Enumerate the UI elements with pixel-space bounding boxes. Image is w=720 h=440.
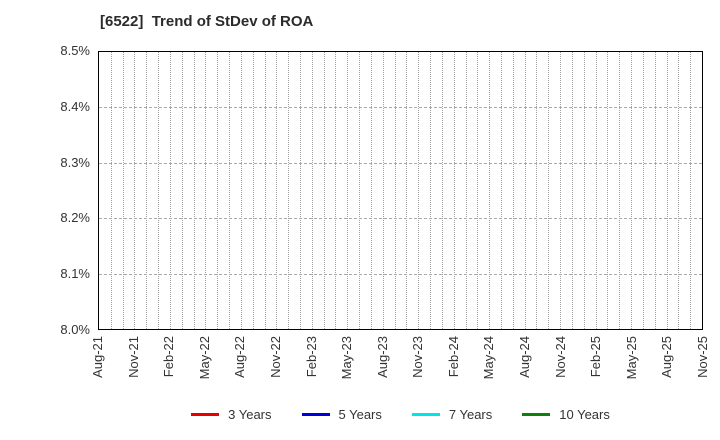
legend-item-3-years: 3 Years (191, 406, 272, 422)
y-tick-label: 8.3% (60, 154, 90, 170)
legend-label: 7 Years (448, 406, 493, 422)
legend-label: 3 Years (228, 406, 272, 422)
gridline-vertical (690, 52, 692, 329)
legend-line-icon (301, 412, 330, 416)
gridline-vertical (288, 52, 290, 329)
gridline-vertical (642, 52, 644, 329)
gridline-vertical (571, 52, 573, 329)
gridline-vertical (583, 52, 585, 329)
gridline-vertical (548, 52, 550, 329)
legend-line-icon (522, 412, 551, 416)
y-tick-label: 8.2% (60, 210, 90, 226)
gridline-vertical (229, 52, 231, 329)
gridline-vertical (276, 52, 278, 329)
gridline-vertical (110, 52, 112, 329)
gridline-vertical (323, 52, 325, 329)
gridline-vertical (465, 52, 467, 329)
x-tick-label: Feb-24 (445, 336, 461, 378)
gridline-horizontal (99, 162, 702, 164)
gridline-vertical (252, 52, 254, 329)
chart-title: [6522] Trend of StDev of ROA (100, 13, 314, 30)
gridline-vertical (453, 52, 455, 329)
gridline-vertical (536, 52, 538, 329)
gridline-horizontal (99, 273, 702, 275)
gridline-vertical (430, 52, 432, 329)
legend-label: 5 Years (338, 406, 382, 422)
x-tick-label: Nov-22 (267, 336, 283, 378)
gridline-vertical (477, 52, 479, 329)
x-tick-label: Aug-24 (517, 336, 533, 378)
x-tick-label: Nov-24 (552, 336, 568, 378)
gridline-vertical (382, 52, 384, 329)
gridline-horizontal (99, 107, 702, 109)
gridline-vertical (193, 52, 195, 329)
x-tick-label: Aug-23 (374, 336, 390, 378)
legend-line-icon (411, 412, 440, 416)
gridline-vertical (300, 52, 301, 329)
legend-label: 10 Years (559, 406, 610, 422)
gridline-vertical (264, 52, 266, 329)
gridline-vertical (560, 52, 562, 329)
gridline-vertical (217, 52, 219, 329)
gridline-vertical (122, 52, 124, 329)
x-tick-label: Feb-23 (303, 336, 319, 378)
gridline-vertical (524, 52, 526, 329)
gridline-vertical (666, 52, 668, 329)
gridline-vertical (489, 52, 491, 329)
gridline-vertical (335, 52, 337, 329)
gridline-vertical (181, 52, 183, 329)
legend-item-10-years: 10 Years (522, 407, 610, 422)
x-tick-label: May-23 (339, 336, 355, 380)
gridline-vertical (678, 52, 680, 329)
gridline-vertical (607, 52, 609, 329)
x-tick-label: Nov-23 (410, 336, 426, 378)
x-tick-label: Feb-25 (588, 336, 604, 378)
plot-area (98, 51, 703, 330)
gridline-vertical (394, 52, 396, 329)
x-tick-label: May-24 (481, 336, 497, 380)
y-tick-label: 8.4% (60, 98, 90, 114)
x-tick-label: Aug-21 (90, 336, 105, 378)
gridline-vertical (146, 52, 148, 329)
gridline-vertical (595, 52, 597, 329)
legend-item-7-years: 7 Years (411, 406, 493, 422)
y-tick-label: 8.5% (60, 43, 90, 58)
gridline-vertical (359, 52, 361, 329)
x-tick-label: May-25 (623, 336, 639, 380)
gridline-vertical (654, 52, 656, 329)
gridline-vertical (619, 52, 621, 329)
gridline-vertical (512, 52, 514, 329)
gridline-vertical (418, 52, 420, 329)
gridline-vertical (501, 52, 502, 329)
gridline-vertical (205, 52, 207, 329)
x-tick-label: May-22 (196, 336, 212, 380)
x-tick-label: Aug-22 (232, 336, 248, 378)
gridline-horizontal (99, 218, 702, 220)
gridline-vertical (311, 52, 313, 329)
gridline-vertical (158, 52, 160, 329)
gridline-vertical (134, 52, 136, 329)
y-tick-label: 8.1% (60, 266, 90, 282)
gridline-vertical (406, 52, 408, 329)
x-tick-label: Aug-25 (659, 336, 675, 378)
gridline-vertical (370, 52, 372, 329)
gridline-vertical (169, 52, 171, 329)
gridline-vertical (441, 52, 443, 329)
gridline-vertical (631, 52, 633, 329)
x-tick-label: Nov-21 (125, 336, 141, 378)
gridline-vertical (347, 52, 349, 329)
legend: 3 Years 5 Years 7 Years 10 Years (98, 403, 703, 425)
y-tick-label: 8.0% (60, 322, 90, 337)
legend-line-icon (191, 412, 220, 416)
x-tick-label: Nov-25 (695, 336, 710, 378)
gridline-vertical (240, 52, 242, 329)
legend-item-5-years: 5 Years (301, 406, 382, 422)
x-tick-label: Feb-22 (161, 336, 177, 378)
